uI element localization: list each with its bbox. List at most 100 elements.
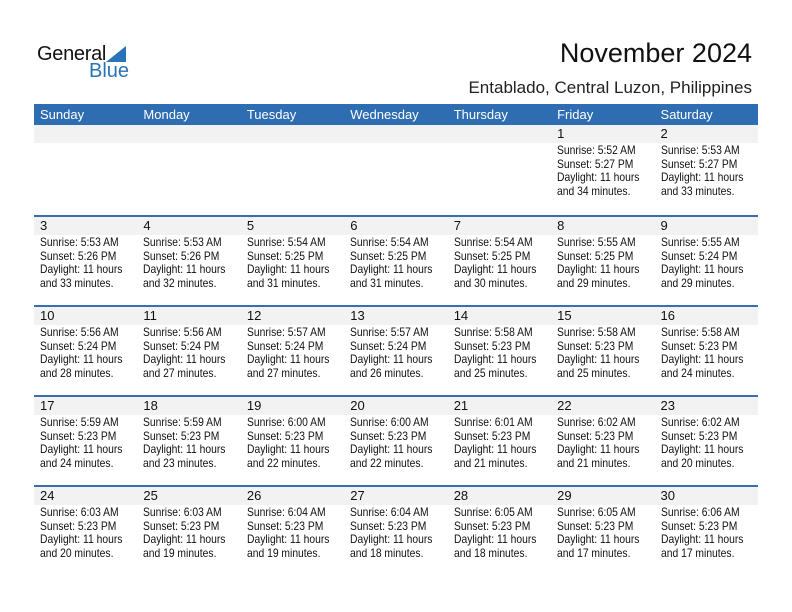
day-cell: 27 Sunrise: 6:04 AM Sunset: 5:23 PM Dayligh… [344,487,447,575]
day-info: Sunrise: 5:58 AM Sunset: 5:23 PM Daylight:… [453,325,538,380]
sunset-text: Sunset: 5:23 PM [557,338,634,353]
daylight-text: Daylight: 11 hours [246,442,330,457]
day-cell: 21 Sunrise: 6:01 AM Sunset: 5:23 PM Dayligh… [448,397,551,485]
day-info: Sunrise: 6:05 AM Sunset: 5:23 PM Daylight:… [454,505,538,560]
sunrise-text: Sunrise: 5:55 AM [557,235,636,249]
day-info: Sunrise: 5:57 AM Sunset: 5:24 PM Daylight:… [350,325,434,380]
day-cell: 29 Sunrise: 6:05 AM Sunset: 5:23 PM Dayligh… [551,487,654,575]
day-number: 26 [246,488,262,503]
day-cell: 17 Sunrise: 5:59 AM Sunset: 5:23 PM Dayligh… [34,397,137,485]
sunset-text: Sunset: 5:23 PM [350,518,427,533]
weekday-tuesday: Tuesday [246,107,297,122]
day-cell: 15 Sunrise: 5:58 AM Sunset: 5:23 PM Dayligh… [551,307,654,395]
day-number: 17 [40,398,55,413]
day-cell: 2 Sunrise: 5:53 AM Sunset: 5:27 PM Daylight… [655,125,758,215]
sunset-text: Sunset: 5:23 PM [453,338,530,353]
weekday-monday: Monday [143,107,190,122]
daylight-text: Daylight: 11 hours [350,352,433,367]
day-number: 1 [557,126,565,141]
day-cell: 20 Sunrise: 6:00 AM Sunset: 5:23 PM Dayligh… [344,397,447,485]
day-cell: 8 Sunrise: 5:55 AM Sunset: 5:25 PM Daylight… [551,217,654,305]
daylight-text: Daylight: 11 hours [246,352,330,367]
day-cell: 6 Sunrise: 5:54 AM Sunset: 5:25 PM Daylight… [344,217,447,305]
daylight-text: Daylight: 11 hours [350,532,433,547]
day-number: 27 [350,488,365,503]
day-info: Sunrise: 5:54 AM Sunset: 5:25 PM Daylight:… [246,235,331,290]
day-info: Sunrise: 5:56 AM Sunset: 5:24 PM Daylight:… [40,325,124,380]
sunset-text: Sunset: 5:23 PM [660,518,737,533]
daylight-text: Daylight: 11 hours [660,170,743,185]
sunrise-text: Sunrise: 5:53 AM [40,235,119,249]
daylight-minutes-text: and 31 minutes. [350,275,424,290]
day-info: Sunrise: 5:58 AM Sunset: 5:23 PM Daylight:… [660,325,745,380]
day-number: 20 [350,398,365,413]
daylight-minutes-text: and 25 minutes. [453,365,528,380]
sunset-text: Sunset: 5:24 PM [40,338,117,353]
weekday-sunday: Sunday [40,107,85,122]
sunrise-text: Sunrise: 5:59 AM [40,415,119,429]
daylight-minutes-text: and 17 minutes. [660,545,734,560]
day-cell: 10 Sunrise: 5:56 AM Sunset: 5:24 PM Dayligh… [34,307,137,395]
date-strip [34,125,758,143]
day-number: 9 [660,218,668,233]
sunset-text: Sunset: 5:23 PM [246,428,324,443]
day-number: 25 [143,488,158,503]
day-number: 18 [143,398,158,413]
day-number: 15 [557,308,572,323]
logo: General Blue [37,43,129,82]
daylight-text: Daylight: 11 hours [40,352,123,367]
day-info: Sunrise: 6:02 AM Sunset: 5:23 PM Daylight:… [557,415,641,470]
sunset-text: Sunset: 5:23 PM [453,428,530,443]
day-cell: 5 Sunrise: 5:54 AM Sunset: 5:25 PM Daylight… [241,217,344,305]
day-cell: 3 Sunrise: 5:53 AM Sunset: 5:26 PM Daylight… [34,217,137,305]
daylight-minutes-text: and 27 minutes. [246,365,321,380]
daylight-minutes-text: and 30 minutes. [453,275,528,290]
daylight-minutes-text: and 22 minutes. [246,455,321,470]
day-number: 28 [453,488,469,503]
day-info: Sunrise: 6:00 AM Sunset: 5:23 PM Daylight:… [246,415,331,470]
daylight-minutes-text: and 33 minutes. [660,183,734,198]
sunrise-text: Sunrise: 6:02 AM [557,415,636,429]
day-cell: 18 Sunrise: 5:59 AM Sunset: 5:23 PM Dayligh… [137,397,240,485]
sunset-text: Sunset: 5:25 PM [453,248,530,263]
daylight-minutes-text: and 28 minutes. [40,365,114,380]
weekday-saturday: Saturday [660,107,713,122]
daylight-text: Daylight: 11 hours [557,442,640,457]
week-row: 17 Sunrise: 5:59 AM Sunset: 5:23 PM Dayligh… [34,395,758,485]
sunrise-text: Sunrise: 5:57 AM [246,325,326,339]
week-row: 10 Sunrise: 5:56 AM Sunset: 5:24 PM Dayligh… [34,305,758,395]
sunset-text: Sunset: 5:23 PM [350,428,427,443]
sunset-text: Sunset: 5:23 PM [660,428,737,443]
daylight-text: Daylight: 11 hours [143,262,226,277]
day-info: Sunrise: 5:59 AM Sunset: 5:23 PM Daylight:… [40,415,124,470]
day-info: Sunrise: 6:04 AM Sunset: 5:23 PM Daylight:… [247,505,331,560]
empty-cell [137,125,240,215]
sunset-text: Sunset: 5:24 PM [143,338,220,353]
sunset-text: Sunset: 5:23 PM [557,518,634,533]
day-cell: 19 Sunrise: 6:00 AM Sunset: 5:23 PM Dayligh… [241,397,344,485]
sunset-text: Sunset: 5:26 PM [40,248,117,263]
daylight-minutes-text: and 25 minutes. [557,365,631,380]
day-info: Sunrise: 5:53 AM Sunset: 5:27 PM Daylight:… [660,143,745,198]
day-info: Sunrise: 6:02 AM Sunset: 5:23 PM Daylight:… [660,415,745,470]
sunrise-text: Sunrise: 5:53 AM [660,143,740,157]
sunset-text: Sunset: 5:25 PM [557,248,634,263]
day-info: Sunrise: 6:06 AM Sunset: 5:23 PM Daylight:… [660,505,745,560]
sunrise-text: Sunrise: 6:05 AM [557,505,636,519]
day-cell: 12 Sunrise: 5:57 AM Sunset: 5:24 PM Dayligh… [241,307,344,395]
daylight-text: Daylight: 11 hours [660,532,743,547]
sunrise-text: Sunrise: 6:03 AM [40,505,119,519]
day-cell: 16 Sunrise: 5:58 AM Sunset: 5:23 PM Dayligh… [655,307,758,395]
location-subtitle: Entablado, Central Luzon, Philippines [468,78,752,97]
sunrise-text: Sunrise: 6:02 AM [660,415,740,429]
daylight-minutes-text: and 27 minutes. [143,365,217,380]
day-info: Sunrise: 5:55 AM Sunset: 5:25 PM Daylight:… [557,235,641,290]
sunrise-text: Sunrise: 5:54 AM [350,235,429,249]
empty-cell [344,125,447,215]
day-number: 5 [246,218,255,233]
sunset-text: Sunset: 5:23 PM [660,338,737,353]
daylight-text: Daylight: 11 hours [246,262,330,277]
logo-text-blue: Blue [89,60,130,82]
day-number: 4 [143,218,151,233]
